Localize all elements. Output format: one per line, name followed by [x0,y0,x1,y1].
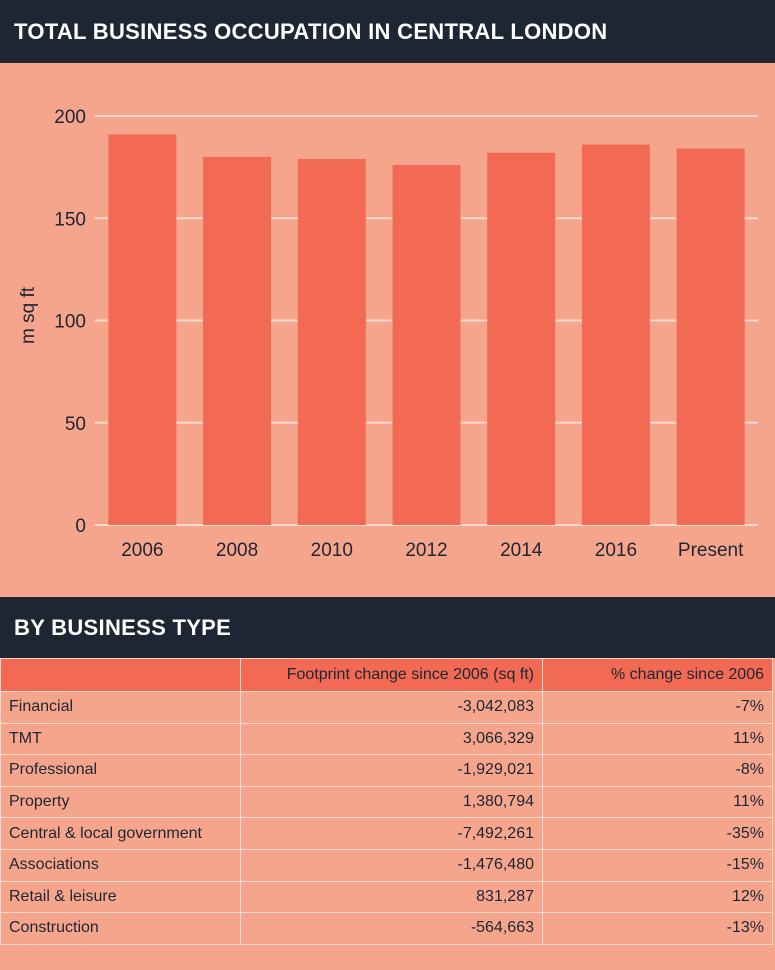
table-row: Property 1,380,794 11% [0,785,773,819]
row-label: Financial [0,691,241,724]
footprint-change-cell: 1,380,794 [240,785,543,819]
x-tick-label: 2016 [595,540,637,561]
bar-2014 [487,152,556,525]
y-tick-label: 200 [54,107,86,128]
footprint-change-cell: -1,929,021 [240,754,543,787]
table-row: Financial -3,042,083 -7% [0,691,773,724]
table-row: TMT 3,066,329 11% [0,722,773,756]
y-axis-label: m sq ft [18,286,39,344]
footprint-change-cell: -3,042,083 [240,691,543,724]
table-row: Central & local government -7,492,261 -35% [0,817,773,850]
table-row: Retail & leisure 831,287 12% [0,880,773,914]
percent-change-cell: -15% [542,848,773,882]
chart-title: TOTAL BUSINESS OCCUPATION IN CENTRAL LON… [0,0,775,63]
table-header-cell: % change since 2006 [542,658,773,692]
business-type-table: Footprint change since 2006 (sq ft) % ch… [0,658,773,945]
bar-chart: 0 50 100 150 200 2006 2008 2010 2012 2014 2016 Pres… [0,63,775,597]
x-tick-label: Present [678,540,744,561]
table-header-row: Footprint change since 2006 (sq ft) % ch… [0,658,773,692]
percent-change-cell: -35% [542,817,773,850]
table-header-cell [0,658,241,692]
y-tick-label: 0 [75,516,86,537]
x-tick-label: 2012 [405,540,447,561]
percent-change-cell: -7% [542,691,773,724]
x-tick-label: 2010 [311,540,353,561]
percent-change-cell: 12% [542,880,773,914]
bar-present [676,148,745,525]
row-label: Construction [0,912,241,945]
table-row: Professional -1,929,021 -8% [0,754,773,787]
bar-2012 [392,165,461,525]
table-header-cell: Footprint change since 2006 (sq ft) [240,658,543,692]
bar-2010 [297,158,366,525]
percent-change-cell: -13% [542,912,773,945]
bar-2006 [108,134,177,525]
footprint-change-cell: -7,492,261 [240,817,543,850]
percent-change-cell: -8% [542,754,773,787]
y-tick-label: 100 [54,312,86,333]
footprint-change-cell: 831,287 [240,880,543,914]
y-tick-label: 150 [54,209,86,230]
row-label: Associations [0,848,241,882]
bar-chart-svg: 0 50 100 150 200 2006 2008 2010 2012 2014 2016 Pres… [18,107,758,561]
bar-2016 [581,144,650,525]
percent-change-cell: 11% [542,722,773,756]
table-row: Associations -1,476,480 -15% [0,848,773,882]
footprint-change-cell: 3,066,329 [240,722,543,756]
bar-2008 [203,156,272,525]
table-title: BY BUSINESS TYPE [0,597,775,658]
row-label: TMT [0,722,241,756]
x-tick-label: 2014 [500,540,543,561]
row-label: Retail & leisure [0,880,241,914]
row-label: Central & local government [0,817,241,850]
row-label: Property [0,785,241,819]
x-tick-label: 2006 [121,540,163,561]
percent-change-cell: 11% [542,785,773,819]
x-tick-label: 2008 [216,540,258,561]
table-row: Construction -564,663 -13% [0,912,773,945]
y-tick-label: 50 [65,414,86,435]
footprint-change-cell: -564,663 [240,912,543,945]
footprint-change-cell: -1,476,480 [240,848,543,882]
row-label: Professional [0,754,241,787]
